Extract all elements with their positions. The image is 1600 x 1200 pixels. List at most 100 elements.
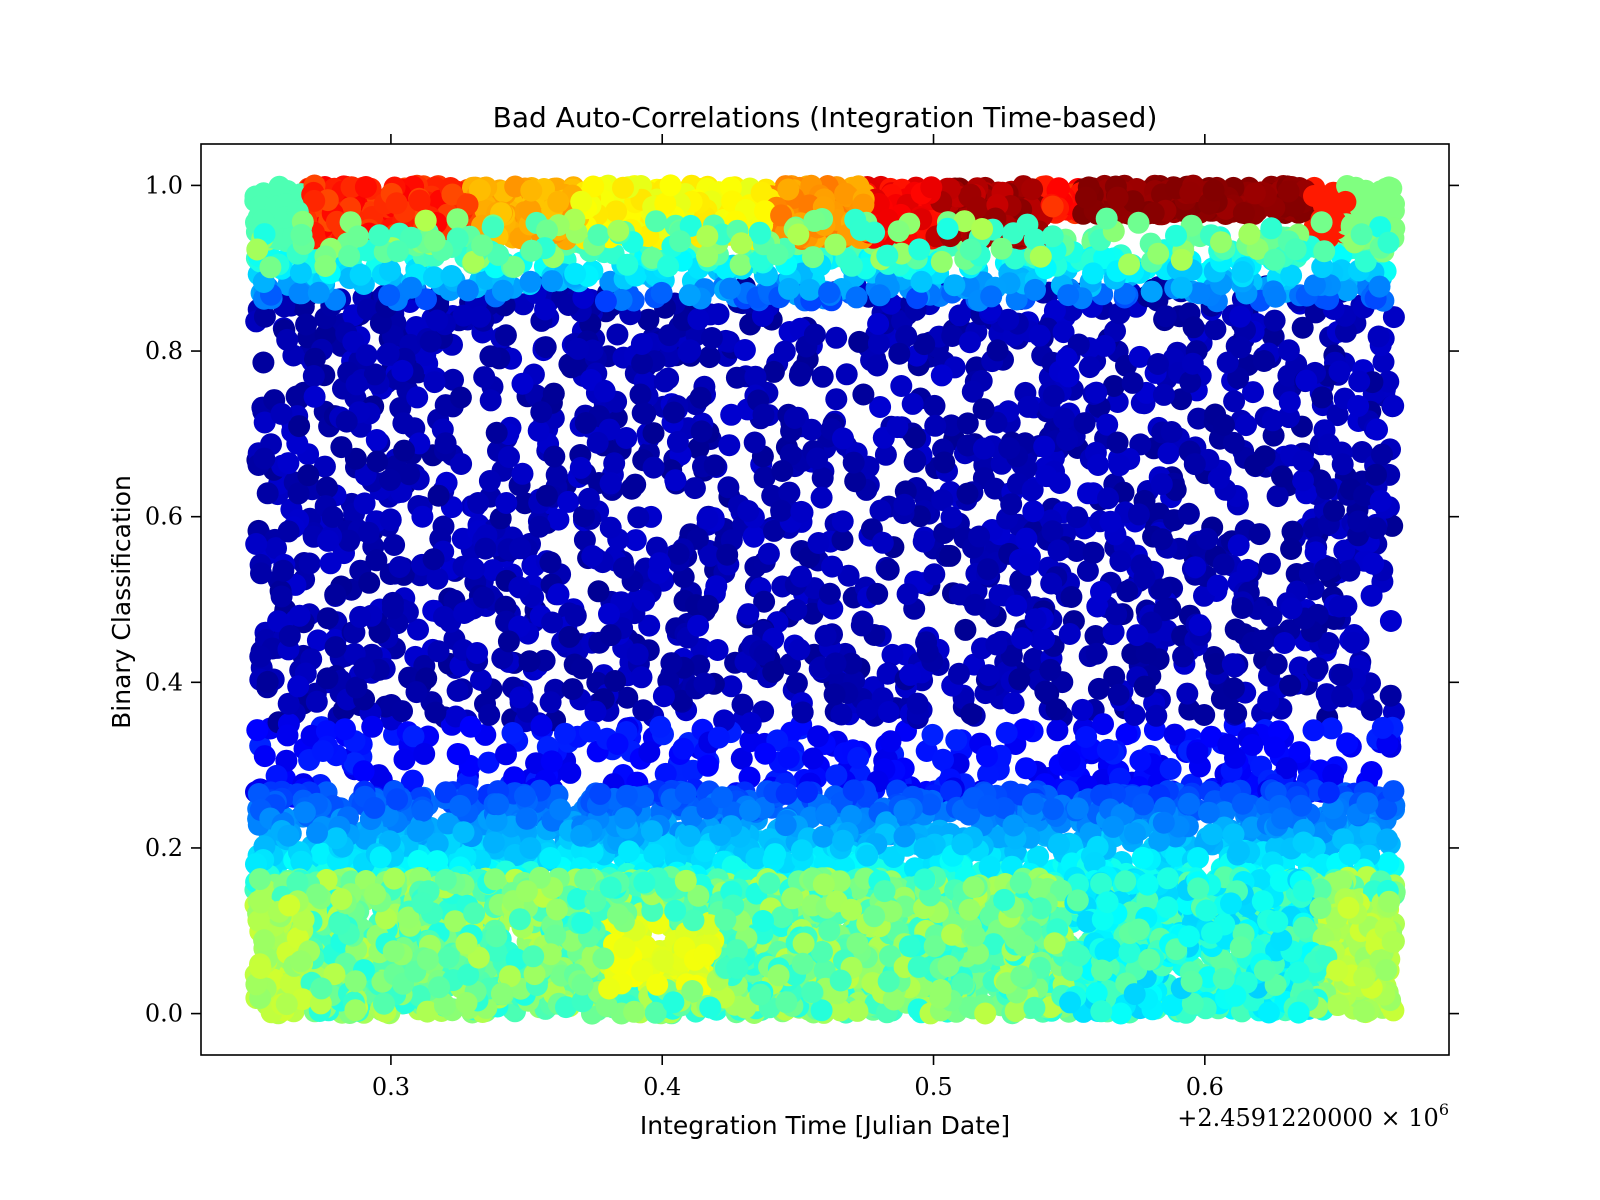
data-point: [1248, 523, 1271, 546]
data-point: [798, 278, 821, 301]
data-point: [921, 723, 944, 746]
data-point: [810, 486, 833, 509]
data-point: [1099, 510, 1122, 533]
data-point: [345, 676, 368, 699]
data-point: [1126, 624, 1149, 647]
data-point: [1015, 757, 1037, 780]
data-point: [1360, 761, 1383, 783]
data-point: [1015, 527, 1038, 550]
data-point: [762, 360, 785, 383]
data-point: [398, 463, 421, 486]
data-point: [1087, 454, 1110, 476]
data-point: [1042, 798, 1064, 821]
data-point: [739, 712, 762, 735]
data-point: [930, 364, 953, 387]
data-point: [1129, 749, 1152, 772]
data-point: [818, 281, 841, 304]
data-point: [821, 555, 844, 578]
data-point: [612, 556, 635, 579]
data-point: [977, 664, 1000, 687]
data-point: [757, 542, 780, 565]
data-point: [888, 342, 911, 365]
data-point: [349, 263, 372, 286]
data-point: [696, 754, 719, 777]
data-point: [427, 484, 450, 507]
data-point: [1058, 623, 1081, 645]
data-point: [599, 516, 622, 539]
data-point: [1017, 553, 1040, 576]
data-point: [1280, 264, 1303, 287]
data-point: [1066, 506, 1089, 529]
data-point: [933, 451, 956, 474]
data-point: [1085, 381, 1108, 404]
data-point: [764, 843, 787, 866]
data-point: [287, 675, 310, 698]
data-point: [866, 582, 889, 605]
data-point: [1022, 792, 1044, 815]
data-point: [276, 328, 299, 351]
data-point: [313, 455, 336, 478]
data-point: [1204, 318, 1227, 341]
data-point: [1056, 428, 1079, 451]
data-point: [1187, 407, 1210, 430]
data-point: [519, 270, 542, 293]
data-point: [606, 323, 629, 346]
data-point: [587, 580, 610, 603]
data-point: [968, 525, 991, 548]
data-point: [719, 277, 741, 300]
data-point: [614, 807, 637, 830]
data-point: [298, 552, 321, 575]
data-point: [1183, 453, 1206, 476]
data-point: [867, 332, 890, 355]
data-point: [1151, 528, 1173, 551]
data-point: [1366, 418, 1388, 441]
data-point: [948, 304, 971, 327]
data-point: [540, 750, 563, 773]
data-point: [547, 508, 570, 531]
data-point: [1045, 698, 1068, 721]
data-point: [657, 367, 680, 390]
data-point: [1280, 597, 1303, 620]
data-point: [1331, 663, 1353, 686]
data-point: [632, 699, 655, 722]
data-point: [487, 793, 510, 816]
data-point: [830, 703, 853, 726]
data-point: [916, 640, 939, 663]
data-point: [1263, 736, 1286, 759]
data-point: [1046, 719, 1069, 742]
data-point: [1177, 502, 1200, 525]
data-point: [478, 703, 501, 726]
data-point: [449, 386, 472, 409]
data-point: [377, 342, 400, 365]
data-point: [709, 823, 732, 846]
data-point: [1235, 414, 1257, 437]
data-point: [424, 701, 447, 724]
data-point: [473, 366, 496, 389]
data-point: [277, 452, 300, 475]
data-point: [980, 285, 1003, 308]
data-point: [1196, 527, 1219, 550]
data-point: [618, 840, 640, 863]
data-point: [698, 346, 721, 369]
data-point: [1231, 261, 1254, 283]
data-point: [1379, 684, 1402, 707]
data-point: [977, 794, 1000, 817]
data-point: [848, 330, 871, 353]
data-point: [807, 532, 830, 554]
data-point: [693, 672, 716, 695]
data-point: [631, 352, 654, 375]
data-point: [1223, 390, 1246, 413]
data-point: [1252, 629, 1274, 652]
data-point: [890, 375, 913, 397]
data-point: [1121, 371, 1144, 394]
data-point: [272, 559, 295, 582]
data-point: [355, 344, 378, 367]
data-point: [642, 456, 665, 479]
data-point: [874, 443, 897, 466]
data-point: [877, 558, 900, 581]
data-point: [554, 722, 576, 745]
data-point: [1115, 723, 1138, 746]
data-point: [361, 715, 384, 738]
data-point: [433, 606, 455, 628]
